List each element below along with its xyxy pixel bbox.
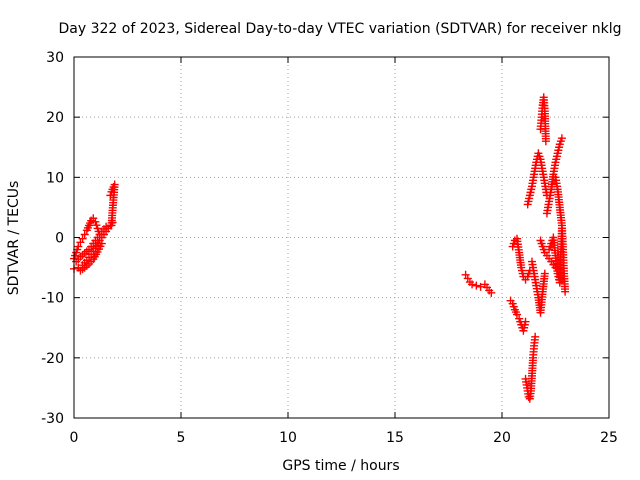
x-tick-label: 10 bbox=[279, 430, 297, 446]
y-tick-label: 10 bbox=[46, 170, 64, 186]
y-tick-label: -10 bbox=[41, 291, 64, 307]
data-point bbox=[541, 137, 550, 146]
data-point bbox=[540, 269, 549, 278]
x-tick-label: 15 bbox=[386, 430, 404, 446]
grid bbox=[74, 57, 609, 418]
chart-title: Day 322 of 2023, Sidereal Day-to-day VTE… bbox=[59, 21, 622, 37]
data-point bbox=[557, 224, 566, 233]
data-point bbox=[80, 230, 89, 239]
data-point bbox=[78, 234, 87, 243]
data-point bbox=[74, 242, 83, 251]
x-tick-label: 25 bbox=[600, 430, 618, 446]
y-axis-label: SDTVAR / TECUs bbox=[6, 181, 22, 296]
y-tick-label: 30 bbox=[46, 50, 64, 66]
tick-labels: 0 5 10 15 20 25 -30 -20 -10 0 10 20 30 bbox=[41, 50, 618, 446]
x-tick-label: 0 bbox=[70, 430, 79, 446]
data-point bbox=[561, 287, 570, 296]
data-point bbox=[107, 221, 116, 230]
data-point bbox=[97, 239, 106, 248]
data-point bbox=[531, 332, 540, 341]
y-tick-label: 0 bbox=[55, 231, 64, 247]
y-tick-label: -30 bbox=[41, 411, 64, 427]
data-point bbox=[468, 280, 477, 289]
x-axis-label: GPS time / hours bbox=[282, 458, 399, 474]
x-tick-label: 5 bbox=[177, 430, 186, 446]
y-tick-label: 20 bbox=[46, 110, 64, 126]
x-tick-label: 20 bbox=[493, 430, 511, 446]
data-point bbox=[512, 310, 521, 319]
data-points bbox=[70, 93, 570, 403]
data-point bbox=[102, 222, 111, 231]
data-point bbox=[524, 392, 533, 401]
y-tick-label: -20 bbox=[41, 351, 64, 367]
data-point bbox=[487, 288, 496, 297]
data-point bbox=[521, 317, 530, 326]
data-point bbox=[557, 134, 566, 143]
axis-ticks bbox=[73, 56, 610, 419]
data-point bbox=[472, 281, 481, 290]
